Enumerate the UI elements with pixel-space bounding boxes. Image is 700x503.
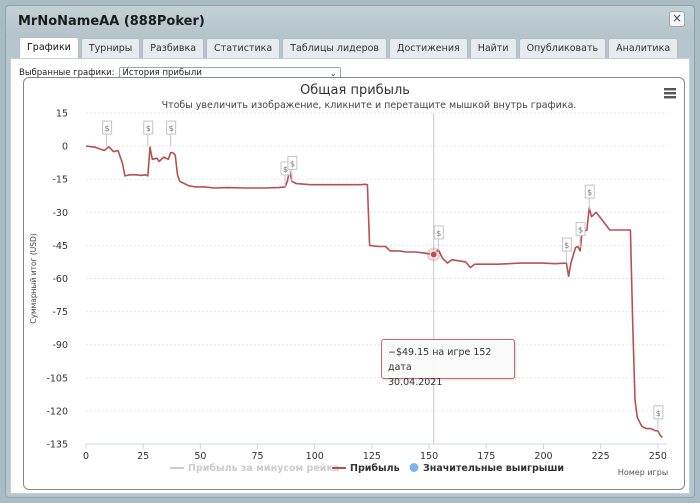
win-marker-flag: [166, 120, 177, 135]
x-axis-title: Номер игры: [618, 468, 668, 477]
y-tick-label: -120: [46, 406, 68, 417]
win-marker-label: $: [578, 226, 583, 235]
graph-selector-row: Выбранные графики: История прибыли ⌄: [19, 66, 341, 80]
win-marker-label: $: [436, 229, 441, 238]
x-tick-label: 200: [534, 451, 552, 462]
y-tick-label: -75: [52, 307, 68, 318]
y-tick-label: -15: [52, 175, 68, 186]
window-title: MrNoNameAA (888Poker): [18, 14, 205, 29]
y-tick-label: 0: [62, 142, 68, 153]
tab-breakdown[interactable]: Разбивка: [142, 38, 205, 58]
legend-label-big-wins: Значительные выигрыши: [423, 463, 564, 474]
y-tick-label: -45: [52, 241, 68, 252]
tab-bar: Графики Турниры Разбивка Статистика Табл…: [19, 37, 679, 58]
win-marker-flag: [143, 120, 154, 135]
win-marker-label: $: [146, 124, 151, 133]
x-tick-label: 150: [420, 451, 438, 462]
win-marker-flag: [433, 225, 444, 240]
x-tick-label: 75: [252, 451, 264, 462]
x-tick-label: 25: [137, 451, 149, 462]
x-tick-label: 225: [592, 451, 610, 462]
x-tick-label: 175: [477, 451, 495, 462]
y-tick-label: -30: [52, 208, 68, 219]
hamburger-menu-icon[interactable]: [664, 88, 676, 99]
tooltip-line-1: −$49.15 на игре 152 дата: [388, 347, 492, 373]
y-axis-title: Суммарный итог (USD): [29, 233, 38, 324]
win-marker-label: $: [587, 188, 592, 197]
x-tick-label: 125: [363, 451, 381, 462]
win-marker-label: $: [169, 124, 174, 133]
win-marker-label: $: [656, 409, 661, 418]
tab-leaderboards[interactable]: Таблицы лидеров: [282, 38, 388, 58]
legend-label-net-profit: Прибыль за минусом рейка: [188, 463, 339, 474]
chart-svg[interactable]: Общая прибыль Чтобы увеличить изображение…: [24, 78, 686, 491]
hover-point: [429, 250, 438, 259]
graphs-panel: Выбранные графики: История прибыли ⌄ Общ…: [10, 58, 690, 494]
tab-tournaments[interactable]: Турниры: [80, 38, 141, 58]
tab-achievements[interactable]: Достижения: [389, 38, 468, 58]
profit-line: [85, 145, 663, 438]
win-marker-flag: [575, 222, 586, 237]
title-bar: MrNoNameAA (888Poker) ×: [6, 6, 694, 38]
tab-statistics[interactable]: Статистика: [206, 38, 281, 58]
win-marker-flag: [102, 120, 113, 135]
y-tick-label: -60: [52, 274, 68, 285]
legend-symbol-big-wins: [409, 463, 419, 472]
x-tick-label: 250: [649, 451, 667, 462]
x-tick-label: 100: [306, 451, 324, 462]
chevron-down-icon: ⌄: [329, 68, 337, 78]
y-tick-label: -105: [46, 373, 68, 384]
y-tick-label: -90: [52, 340, 68, 351]
win-marker-flag: [561, 237, 572, 252]
win-marker-label: $: [283, 165, 288, 174]
win-marker-label: $: [564, 241, 569, 250]
win-marker-flag: [584, 184, 595, 199]
chart-title: Общая прибыль: [300, 83, 410, 98]
win-marker-label: $: [105, 124, 110, 133]
x-tick-label: 50: [194, 451, 206, 462]
tab-graphs[interactable]: Графики: [19, 37, 79, 58]
tab-publish[interactable]: Опубликовать: [518, 38, 607, 58]
graph-selector-label: Выбранные графики:: [19, 68, 115, 78]
win-marker-flag: [653, 405, 664, 420]
chart-subtitle: Чтобы увеличить изображение, кликните и …: [162, 100, 577, 111]
legend-label-profit: Прибыль: [350, 463, 400, 474]
y-tick-label: 15: [56, 109, 68, 120]
graph-select-value: История прибыли: [122, 67, 202, 78]
tab-analytics[interactable]: Аналитика: [608, 38, 679, 58]
tooltip-line-2: 30.04.2021: [388, 377, 443, 388]
win-marker-flag: [287, 155, 298, 170]
profit-chart[interactable]: Общая прибыль Чтобы увеличить изображение…: [23, 77, 685, 490]
win-marker-label: $: [290, 159, 295, 168]
tab-find[interactable]: Найти: [469, 38, 517, 58]
y-tick-label: -135: [46, 440, 68, 451]
chart-tooltip: −$49.15 на игре 152 дата 30.04.2021: [381, 339, 515, 388]
close-button[interactable]: ×: [669, 11, 685, 27]
window: MrNoNameAA (888Poker) × Графики Турниры …: [5, 5, 695, 498]
x-tick-label: 0: [83, 451, 89, 462]
